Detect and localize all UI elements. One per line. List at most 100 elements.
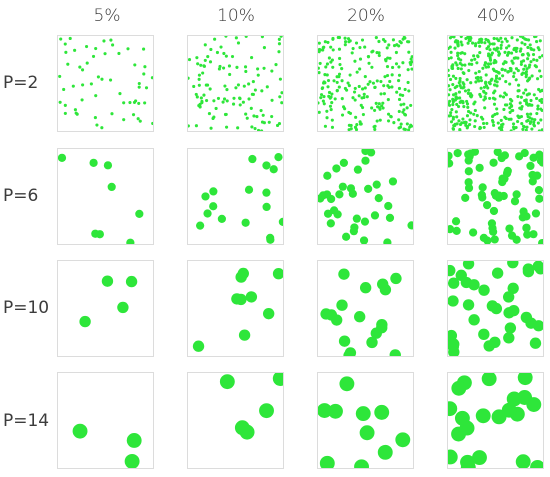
dot — [510, 197, 520, 206]
tile-p2-40pct — [447, 35, 544, 132]
dot — [325, 109, 329, 113]
dot — [72, 423, 88, 439]
dot — [493, 89, 497, 93]
dot — [63, 42, 67, 46]
dot — [492, 69, 496, 73]
dot — [194, 124, 198, 128]
dot — [362, 92, 366, 96]
dot — [318, 47, 321, 52]
dot — [498, 77, 502, 81]
dot — [385, 65, 390, 69]
dot — [534, 65, 538, 69]
dot — [108, 78, 113, 82]
dot — [218, 64, 222, 69]
dot — [462, 82, 466, 86]
dot — [192, 84, 196, 89]
dot — [450, 108, 454, 112]
dot — [495, 112, 499, 116]
dot — [520, 311, 533, 324]
dot — [73, 108, 77, 112]
dot — [448, 159, 454, 168]
dot — [532, 124, 536, 128]
dot — [118, 92, 122, 96]
dot — [329, 206, 339, 215]
dot — [214, 106, 218, 111]
dot — [514, 78, 518, 82]
dot — [231, 293, 243, 305]
dot — [532, 320, 543, 332]
dot — [451, 93, 456, 97]
dot — [452, 36, 456, 39]
dot — [511, 122, 516, 126]
dot — [407, 221, 413, 230]
dot — [335, 75, 339, 79]
dot — [331, 65, 335, 69]
dot — [497, 53, 501, 57]
dot — [259, 108, 263, 113]
dot — [389, 114, 393, 119]
dot — [538, 55, 542, 59]
dot — [124, 453, 140, 468]
dot — [467, 39, 471, 43]
dot — [465, 102, 470, 106]
dot — [250, 125, 254, 129]
dot — [252, 114, 256, 118]
dot — [323, 124, 327, 128]
dot — [459, 40, 463, 44]
dot — [409, 57, 413, 61]
dot — [359, 425, 375, 441]
dot — [506, 70, 510, 74]
dot — [455, 115, 459, 119]
dot — [355, 123, 359, 127]
dot — [236, 83, 240, 87]
dot — [328, 104, 333, 108]
dot — [510, 99, 514, 103]
dot — [523, 42, 527, 46]
dot — [199, 63, 203, 67]
dot — [382, 84, 386, 88]
dot — [320, 86, 324, 91]
dot — [379, 79, 383, 84]
dot — [457, 104, 461, 109]
dot — [449, 56, 453, 60]
dot — [466, 41, 470, 45]
dot — [253, 88, 257, 92]
dot — [448, 401, 458, 417]
dot — [451, 103, 455, 107]
dot — [484, 81, 488, 85]
dot — [207, 112, 211, 116]
dot — [490, 235, 499, 244]
dot — [518, 36, 523, 38]
dot — [64, 50, 68, 54]
tile-p10-10pct — [187, 260, 284, 357]
tile-p10-20pct — [317, 260, 414, 357]
dot — [358, 67, 362, 71]
dot — [483, 61, 488, 65]
dot — [482, 125, 486, 130]
dot — [126, 433, 142, 448]
dot — [319, 93, 324, 97]
dot — [222, 51, 226, 56]
dot — [125, 275, 138, 288]
column-label-20pct: 20% — [347, 6, 385, 26]
dot — [537, 87, 541, 92]
dot — [455, 102, 459, 106]
dot — [143, 101, 147, 105]
dot — [488, 224, 497, 233]
dot — [463, 52, 467, 56]
dot — [496, 121, 500, 125]
dot — [209, 47, 213, 52]
dot — [360, 217, 370, 226]
dot — [456, 39, 460, 43]
dot — [352, 214, 361, 223]
dot — [196, 62, 200, 66]
dot — [451, 117, 455, 121]
dot — [348, 39, 352, 43]
dot — [462, 261, 475, 270]
dot — [319, 96, 323, 100]
dot — [137, 85, 141, 89]
dot — [517, 83, 521, 87]
dot — [370, 65, 374, 69]
dot — [255, 115, 259, 119]
dot — [133, 63, 137, 67]
